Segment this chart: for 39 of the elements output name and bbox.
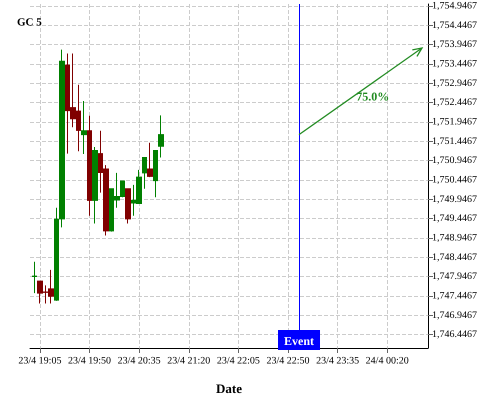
- y-tick-label: 1,751.4467: [432, 136, 477, 147]
- y-tick-label: 1,753.9467: [432, 39, 477, 50]
- candlestick: [158, 114, 164, 158]
- y-tick-label: 1,754.4467: [432, 20, 477, 31]
- text: GC 5: [17, 16, 42, 28]
- candlestick: [87, 115, 92, 216]
- x-tick-label: 23/4 22:50: [266, 356, 310, 366]
- y-tick-label: 1,752.9467: [432, 78, 477, 89]
- candlestick: [142, 156, 147, 190]
- candlestick: [32, 261, 37, 294]
- candlestick: [92, 146, 98, 224]
- y-tick-label: 1,752.4467: [432, 97, 477, 108]
- candlestick: [147, 142, 153, 178]
- x-axis-title: Date: [216, 381, 242, 396]
- y-tick-label: 1,749.4467: [432, 213, 477, 224]
- y-tick-label: 1,753.4467: [432, 58, 477, 70]
- x-tick-label: 23/4 22:05: [216, 356, 260, 366]
- candlestick: [153, 150, 158, 198]
- y-tick-label: 1,748.9467: [432, 232, 477, 244]
- y-tick-label: 1,749.9467: [432, 194, 477, 205]
- y-tick-label: 1,746.9467: [432, 310, 477, 321]
- y-tick-label: 1,747.4467: [432, 290, 477, 302]
- x-tick-label: 23/4 23:35: [316, 356, 360, 366]
- candlestick: [81, 100, 87, 154]
- y-tick-label: 1,751.9467: [432, 116, 477, 128]
- candlestick: [125, 188, 131, 224]
- x-tick-label: 23/4 21:20: [167, 356, 210, 366]
- annotation: 75.0%: [356, 90, 390, 104]
- x-tick-label: 23/4 19:05: [18, 356, 62, 366]
- y-tick-label: 1,754.9467: [432, 0, 477, 12]
- y-tick-label: 1,747.9467: [432, 271, 477, 282]
- x-tick-label: 24/4 00:20: [366, 356, 409, 366]
- x-tick-label: 23/4 20:35: [118, 356, 161, 366]
- y-tick-label: 1,750.9467: [432, 155, 477, 166]
- y-tick-label: 1,750.4467: [432, 174, 477, 186]
- y-tick-label: 1,748.4467: [432, 252, 477, 263]
- x-tick-label: 23/4 19:50: [68, 356, 112, 366]
- ref-line-label: Event: [284, 334, 314, 348]
- y-tick-label: 1,746.4467: [432, 329, 477, 340]
